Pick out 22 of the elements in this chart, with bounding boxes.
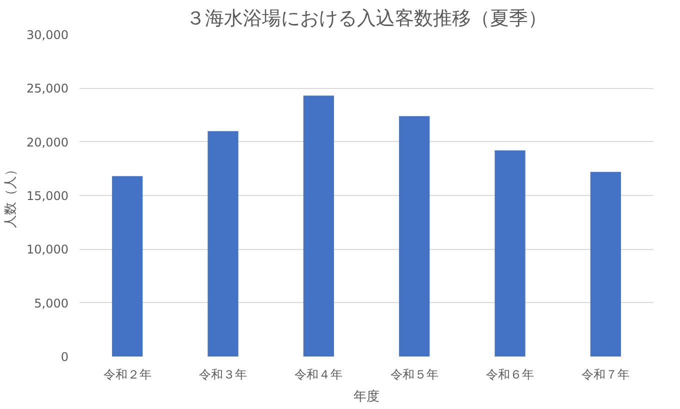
x-tick-label: 令和４年: [294, 368, 343, 382]
bar: [208, 131, 238, 356]
x-tick-label: 令和２年: [103, 368, 152, 382]
y-tick-label: 20,000: [26, 135, 69, 150]
x-tick-label: 令和５年: [390, 368, 438, 382]
x-tick-label: 令和６年: [486, 368, 534, 382]
bar: [399, 116, 430, 356]
y-tick-label: 10,000: [26, 242, 69, 257]
y-tick-label: 25,000: [26, 82, 69, 96]
bar: [112, 176, 143, 356]
x-tick-label: 令和７年: [582, 368, 630, 382]
bar: [303, 96, 334, 356]
chart-title: ３海水浴場における入込客数推移（夏季）: [186, 8, 547, 30]
x-axis-title: 年度: [354, 388, 380, 404]
y-tick-label: 15,000: [26, 189, 69, 203]
bar: [494, 150, 526, 356]
x-tick-label: 令和３年: [199, 368, 247, 382]
y-tick-label: 5,000: [34, 296, 69, 310]
y-axis-title: 人数（人）: [4, 163, 19, 228]
y-tick-label: 0: [60, 350, 69, 364]
bar: [590, 172, 621, 356]
y-tick-label: 30,000: [26, 28, 69, 42]
